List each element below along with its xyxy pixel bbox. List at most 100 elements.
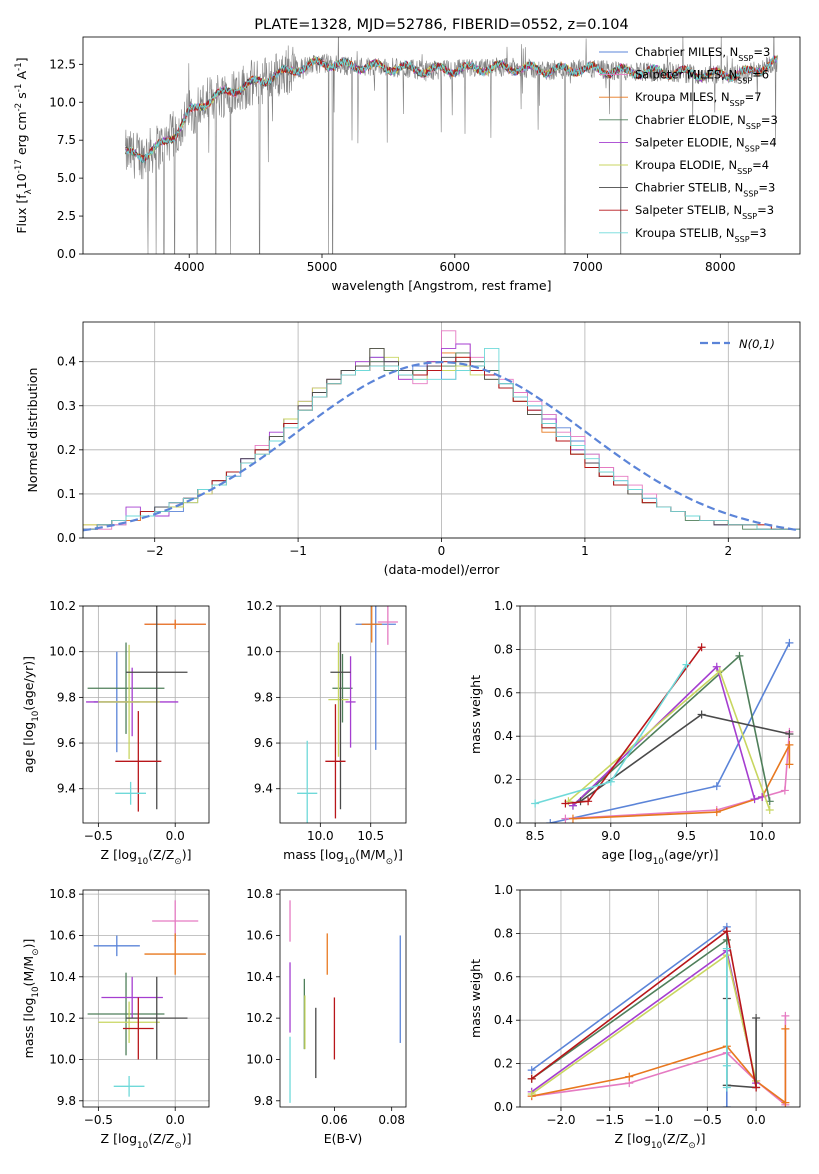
y-axis-label: age [log10(age/yr)] (21, 656, 41, 773)
weight-marker (752, 1083, 761, 1092)
y-tick-label: 0.2 (494, 773, 513, 787)
weight-line (531, 953, 757, 1095)
weight-marker (735, 651, 744, 660)
axes-frame (82, 605, 210, 824)
x-tick-label: 5000 (307, 260, 338, 274)
weight-marker (722, 935, 731, 944)
x-axis-label: wavelength [Angstrom, rest frame] (331, 278, 551, 293)
x-tick-label: 7000 (572, 260, 603, 274)
x-axis-label: Z [log10(Z/Z⊙)] (101, 847, 192, 867)
x-tick-label: −2 (146, 544, 164, 558)
y-tick-label: 10.2 (246, 1011, 273, 1025)
model-spectrum-line (125, 55, 778, 163)
y-tick-label: 10.2 (49, 1011, 76, 1025)
weight-marker (712, 808, 721, 817)
weight-marker (527, 1089, 536, 1098)
y-tick-label: 9.4 (254, 782, 273, 796)
y-tick-label: 9.4 (57, 782, 76, 796)
y-tick-label: 10.2 (246, 599, 273, 613)
weight-marker (781, 1024, 790, 1033)
x-axis-label: age [log10(age/yr)] (601, 847, 718, 867)
error-bar-point (332, 653, 353, 723)
error-bar-point (98, 1001, 160, 1043)
x-tick-label: 2 (724, 544, 732, 558)
y-tick-label: 9.8 (254, 1094, 273, 1108)
y-tick-label: 0.4 (57, 355, 76, 369)
x-tick-label: −1.5 (595, 1113, 624, 1127)
weight-marker (715, 667, 724, 676)
weight-marker (584, 797, 593, 806)
error-bar-point (144, 933, 206, 975)
y-axis-label: mass weight (468, 959, 483, 1038)
weight-marker (722, 927, 731, 936)
x-tick-label: 6000 (440, 260, 471, 274)
y-tick-label: 12.5 (49, 57, 76, 71)
histogram-step (83, 347, 800, 538)
legend-entry: Chabrier MILES, NSSP=3 (635, 45, 770, 63)
legend-entry: N(0,1) (739, 337, 775, 351)
plot-area (83, 330, 800, 538)
weight-marker (722, 944, 731, 953)
weight-marker (722, 1061, 731, 1070)
error-bar-point (330, 606, 351, 810)
y-tick-label: 1.0 (494, 883, 513, 897)
error-bar-point (377, 606, 398, 645)
y-tick-label: 0.3 (57, 399, 76, 413)
legend-entry: Kroupa MILES, NSSP=7 (635, 90, 762, 108)
weight-marker (765, 805, 774, 814)
y-tick-label: 10.6 (246, 928, 273, 942)
y-tick-label: 5.0 (57, 171, 76, 185)
weight-marker (712, 782, 721, 791)
normal-distribution-curve (83, 360, 800, 532)
error-bar-point (361, 606, 382, 643)
x-tick-label: −1 (289, 544, 307, 558)
x-axis-label: (data-model)/error (384, 562, 501, 577)
axes-frame (519, 889, 801, 1108)
legend: N(0,1) (700, 337, 775, 351)
x-axis-label: Z [log10(Z/Z⊙)] (615, 1131, 706, 1151)
axes-frame (82, 889, 210, 1108)
y-tick-label: 0.6 (494, 970, 513, 984)
weight-marker (531, 799, 540, 808)
y-tick-label: 1.0 (494, 599, 513, 613)
axes-frame (82, 36, 801, 255)
y-axis-label: Flux [fλ10-17 erg cm-2 s-1 A-1] (14, 57, 34, 233)
x-axis-label: mass [log10(M/M⊙)] (283, 847, 403, 867)
x-tick-label: 9.5 (677, 829, 696, 843)
error-bar-point (115, 711, 162, 812)
weight-line (531, 1028, 787, 1105)
legend-entry: Salpeter MILES, NSSP=6 (635, 68, 769, 86)
legend: Chabrier MILES, NSSP=3 Salpeter MILES, NS… (599, 45, 778, 243)
plot-area (531, 638, 794, 823)
x-tick-label: 4000 (174, 260, 205, 274)
axes-frame (279, 605, 407, 824)
x-tick-label: 10.0 (749, 829, 776, 843)
weight-marker (722, 1103, 731, 1107)
x-tick-label: 10.5 (357, 829, 384, 843)
weight-marker (781, 1011, 790, 1020)
y-tick-label: 10.6 (49, 928, 76, 942)
x-tick-label: 0.06 (321, 1113, 348, 1127)
error-bar-point (297, 740, 318, 823)
plot-area (527, 922, 790, 1107)
grid (83, 605, 209, 823)
y-tick-label: 9.6 (57, 736, 76, 750)
weight-line (572, 744, 791, 820)
weight-marker (722, 1083, 731, 1092)
y-tick-label: 0.0 (494, 1100, 513, 1114)
weight-marker (561, 799, 570, 808)
y-tick-label: 9.8 (57, 690, 76, 704)
y-axis-label: mass [log10(M/M⊙)] (21, 939, 41, 1059)
weight-marker (546, 819, 555, 823)
x-tick-label: 8000 (705, 260, 736, 274)
weight-marker (527, 1074, 536, 1083)
x-tick-label: 8.5 (526, 829, 545, 843)
y-tick-label: 10.4 (49, 970, 76, 984)
y-tick-label: 10.0 (246, 1052, 273, 1066)
y-tick-label: 10.0 (49, 95, 76, 109)
x-tick-label: −0.5 (84, 1113, 113, 1127)
age-vs-metallicity-panel: −0.5 0.0 9.4 9.6 9.8 10.0 10.2 Z [log10(Z/Z⊙)] a… (21, 599, 210, 867)
x-axis-label: Z [log10(Z/Z⊙)] (101, 1131, 192, 1151)
y-tick-label: 9.6 (254, 736, 273, 750)
y-tick-label: 0.0 (57, 531, 76, 545)
